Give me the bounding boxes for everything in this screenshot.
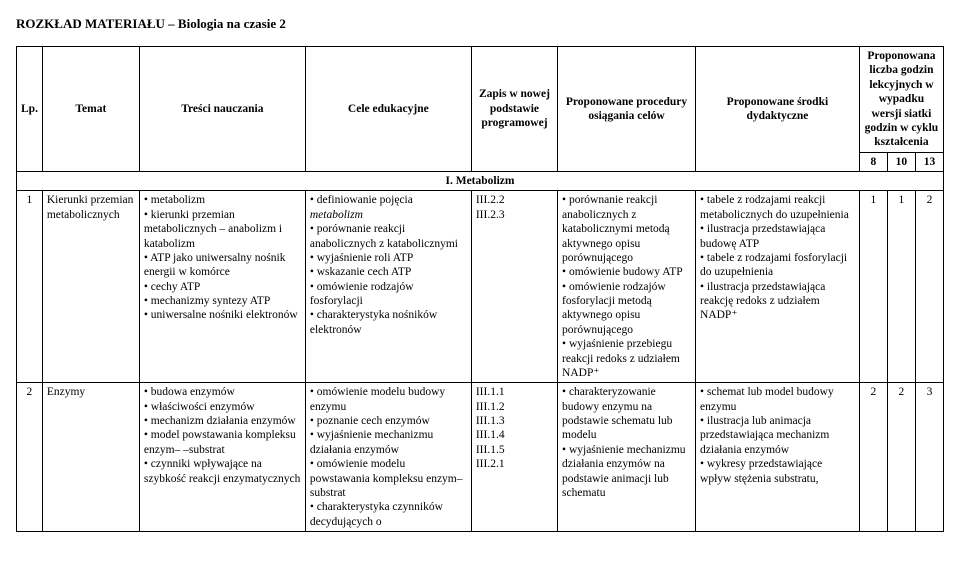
table-row: 2 Enzymy budowa enzymów właściwości enzy… xyxy=(17,383,944,532)
cell-g10: 1 xyxy=(887,191,915,383)
col-zapis: Zapis w nowej podstawie programowej xyxy=(471,47,557,172)
cell-cele: definiowanie pojęcia metabolizm porównan… xyxy=(305,191,471,383)
list-item: omówienie modelu powstawania kompleksu e… xyxy=(310,457,467,500)
list-item: omówienie rodzajów fosforylacji metodą a… xyxy=(562,280,691,338)
list-item: wykresy przedstawiające wpływ stężenia s… xyxy=(700,457,855,486)
cell-lp: 2 xyxy=(17,383,43,532)
section-row: I. Metabolizm xyxy=(17,172,944,191)
list-item: ATP jako uniwersalny nośnik energii w ko… xyxy=(144,251,301,280)
col-g10: 10 xyxy=(887,152,915,171)
cell-cele: omówienie modelu budowy enzymu poznanie … xyxy=(305,383,471,532)
list-item: porównanie reakcji anabolicznych z katab… xyxy=(310,222,467,251)
list-item: uniwersalne nośniki elektronów xyxy=(144,308,301,322)
list-item: model powstawania kompleksu enzym– –subs… xyxy=(144,428,301,457)
list-item: charakteryzowanie budowy enzymu na podst… xyxy=(562,385,691,443)
doc-title: ROZKŁAD MATERIAŁU – Biologia na czasie 2 xyxy=(16,16,944,32)
list-item: mechanizmy syntezy ATP xyxy=(144,294,301,308)
zapis-item: III.2.3 xyxy=(476,208,553,222)
cell-procedury: charakteryzowanie budowy enzymu na podst… xyxy=(558,383,696,532)
list-item: kierunki przemian metabolicznych – anabo… xyxy=(144,208,301,251)
list-item: wyjaśnienie mechanizmu działania enzymów xyxy=(310,428,467,457)
curriculum-table: Lp. Temat Treści nauczania Cele edukacyj… xyxy=(16,46,944,532)
cell-tresci: metabolizm kierunki przemian metaboliczn… xyxy=(139,191,305,383)
col-procedury: Proponowane procedury osiągania celów xyxy=(558,47,696,172)
list-item: ilustracja przedstawiająca reakcję redok… xyxy=(700,280,855,323)
list-item: schemat lub model budowy enzymu xyxy=(700,385,855,414)
cell-temat: Enzymy xyxy=(42,383,139,532)
list-item: omówienie modelu budowy enzymu xyxy=(310,385,467,414)
col-srodki: Proponowane środki dydaktyczne xyxy=(696,47,860,172)
list-item: wskazanie cech ATP xyxy=(310,265,467,279)
list-item: omówienie rodzajów fosforylacji xyxy=(310,280,467,309)
list-item: mechanizm działania enzymów xyxy=(144,414,301,428)
cell-g8: 2 xyxy=(859,383,887,532)
zapis-item: III.2.2 xyxy=(476,193,553,207)
cell-srodki: schemat lub model budowy enzymu ilustrac… xyxy=(696,383,860,532)
list-item: definiowanie pojęcia metabolizm xyxy=(310,193,467,222)
list-item: porównanie reakcji anabolicznych z katab… xyxy=(562,193,691,265)
list-item: budowa enzymów xyxy=(144,385,301,399)
list-item: wyjaśnienie roli ATP xyxy=(310,251,467,265)
cell-g13: 3 xyxy=(915,383,943,532)
list-item: tabele z rodzajami fosforylacji do uzupe… xyxy=(700,251,855,280)
list-item: cechy ATP xyxy=(144,280,301,294)
col-lp: Lp. xyxy=(17,47,43,172)
col-g13: 13 xyxy=(915,152,943,171)
list-item: tabele z rodzajami reakcji metabolicznyc… xyxy=(700,193,855,222)
list-item: wyjaśnienie mechanizmu działania enzymów… xyxy=(562,443,691,501)
list-item: właściwości enzymów xyxy=(144,400,301,414)
zapis-item: III.1.3 xyxy=(476,414,553,428)
cell-procedury: porównanie reakcji anabolicznych z katab… xyxy=(558,191,696,383)
header-row-1: Lp. Temat Treści nauczania Cele edukacyj… xyxy=(17,47,944,153)
col-godziny: Proponowana liczba godzin lekcyjnych w w… xyxy=(859,47,943,153)
list-item: poznanie cech enzymów xyxy=(310,414,467,428)
cell-g10: 2 xyxy=(887,383,915,532)
cell-temat: Kierunki przemian metabolicznych xyxy=(42,191,139,383)
list-item: charakterystyka czynników decydujących o xyxy=(310,500,467,529)
list-item: ilustracja przedstawiająca budowę ATP xyxy=(700,222,855,251)
list-item: omówienie budowy ATP xyxy=(562,265,691,279)
zapis-item: III.1.1 xyxy=(476,385,553,399)
zapis-item: III.1.2 xyxy=(476,400,553,414)
cell-g13: 2 xyxy=(915,191,943,383)
cell-srodki: tabele z rodzajami reakcji metabolicznyc… xyxy=(696,191,860,383)
list-item: ilustracja lub animacja przedstawiająca … xyxy=(700,414,855,457)
cell-g8: 1 xyxy=(859,191,887,383)
col-cele: Cele edukacyjne xyxy=(305,47,471,172)
zapis-item: III.1.4 xyxy=(476,428,553,442)
cell-tresci: budowa enzymów właściwości enzymów mecha… xyxy=(139,383,305,532)
cell-zapis: III.2.2 III.2.3 xyxy=(471,191,557,383)
col-g8: 8 xyxy=(859,152,887,171)
cell-lp: 1 xyxy=(17,191,43,383)
zapis-item: III.1.5 xyxy=(476,443,553,457)
zapis-item: III.2.1 xyxy=(476,457,553,471)
list-item: czynniki wpływające na szybkość reakcji … xyxy=(144,457,301,486)
list-item: metabolizm xyxy=(144,193,301,207)
list-item: wyjaśnienie przebiegu reakcji redoks z u… xyxy=(562,337,691,380)
col-temat: Temat xyxy=(42,47,139,172)
cell-zapis: III.1.1 III.1.2 III.1.3 III.1.4 III.1.5 … xyxy=(471,383,557,532)
section-title: I. Metabolizm xyxy=(17,172,944,191)
list-item: charakterystyka nośników elektronów xyxy=(310,308,467,337)
table-row: 1 Kierunki przemian metabolicznych metab… xyxy=(17,191,944,383)
col-tresci: Treści nauczania xyxy=(139,47,305,172)
